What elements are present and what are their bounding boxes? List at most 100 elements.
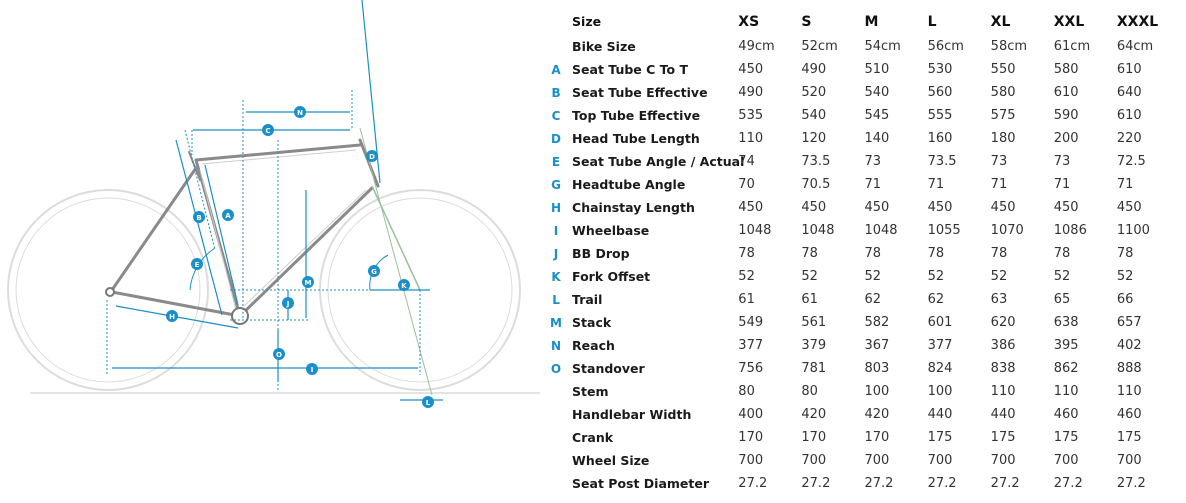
table-row: B Seat Tube Effective 490 520 540 560 580 610 64…: [540, 81, 1180, 104]
row-letter: [540, 449, 572, 472]
table-row: O Standover 756 781 803 824 838 862 888: [540, 357, 1180, 380]
row-value: 65: [1053, 292, 1071, 307]
marker-o: O: [273, 348, 285, 360]
row-value: 540: [801, 108, 827, 123]
rear-wheel: [7, 189, 209, 391]
row-label: Handlebar Width: [572, 407, 692, 422]
row-value: 62: [864, 292, 882, 307]
row-value: 460: [1116, 407, 1142, 422]
marker-n: N: [294, 106, 306, 118]
svg-text:O: O: [276, 351, 282, 359]
table-row: C Top Tube Effective 535 540 545 555 575 590 610: [540, 104, 1180, 127]
row-value: 175: [1053, 430, 1079, 445]
row-value: 61: [738, 292, 755, 307]
row-value: 580: [990, 85, 1016, 100]
row-value: 550: [990, 62, 1016, 77]
row-letter: [540, 380, 572, 403]
row-value: 700: [1116, 453, 1142, 468]
table-row: D Head Tube Length 110 120 140 160 180 200 220: [540, 127, 1180, 150]
marker-h: H: [166, 310, 178, 322]
row-value: 52cm: [801, 39, 838, 54]
row-letter: A: [551, 62, 561, 77]
row-value: 73: [1053, 154, 1071, 169]
row-label: Seat Post Diameter: [572, 476, 710, 491]
row-value: 71: [1116, 177, 1134, 192]
row-label: Stack: [572, 315, 612, 330]
row-label: Chainstay Length: [572, 200, 695, 215]
row-value: 73: [990, 154, 1008, 169]
row-letter: M: [550, 315, 562, 330]
row-letter: [540, 472, 572, 495]
row-value: 450: [990, 200, 1016, 215]
row-label: Reach: [572, 338, 615, 353]
row-letter: N: [551, 338, 562, 353]
marker-a: A: [222, 209, 234, 221]
size-header: S: [801, 13, 812, 30]
row-value: 54cm: [864, 39, 901, 54]
row-value: 56cm: [927, 39, 964, 54]
row-value: 700: [927, 453, 953, 468]
row-value: 27.2: [801, 476, 831, 491]
row-value: 66: [1116, 292, 1134, 307]
row-value: 70: [738, 177, 755, 192]
row-value: 58cm: [990, 39, 1028, 54]
row-value: 80: [738, 384, 755, 399]
bike-geometry-diagram: N C D B A E M G K J H O I L: [7, 0, 540, 408]
row-value: 450: [801, 200, 827, 215]
row-value: 72.5: [1116, 154, 1146, 169]
marker-g: G: [368, 265, 380, 277]
row-value: 170: [738, 430, 764, 445]
svg-text:I: I: [311, 366, 314, 374]
table-row: Wheel Size 700 700 700 700 700 700 700: [540, 449, 1180, 472]
size-header: L: [927, 13, 937, 30]
row-label: BB Drop: [572, 246, 630, 261]
row-value: 535: [738, 108, 764, 123]
row-value: 450: [738, 200, 764, 215]
row-value: 100: [927, 384, 953, 399]
row-value: 450: [864, 200, 890, 215]
row-value: 700: [801, 453, 827, 468]
svg-text:A: A: [225, 212, 231, 220]
row-value: 71: [1053, 177, 1071, 192]
table-header-row: Size XS S M L XL XXL XXXL: [540, 8, 1180, 35]
svg-text:C: C: [265, 127, 270, 135]
table-row: E Seat Tube Angle / Actual 74 73.5 73 73.5 73 7…: [540, 150, 1180, 173]
row-value: 450: [738, 62, 764, 77]
size-header: XL: [990, 13, 1011, 30]
svg-text:H: H: [169, 313, 175, 321]
header-label: Size: [572, 14, 602, 29]
row-value: 175: [990, 430, 1016, 445]
row-value: 180: [990, 131, 1016, 146]
row-letter: G: [551, 177, 561, 192]
row-letter: J: [553, 246, 559, 261]
svg-text:B: B: [196, 214, 201, 222]
letter-cell: [540, 8, 572, 35]
row-value: 450: [1053, 200, 1079, 215]
row-value: 61: [801, 292, 818, 307]
bike-frame-inner: [199, 149, 367, 311]
row-value: 377: [738, 338, 764, 353]
row-letter: H: [551, 200, 562, 215]
row-value: 561: [801, 315, 827, 330]
row-value: 580: [1053, 62, 1079, 77]
row-value: 80: [801, 384, 818, 399]
row-value: 490: [738, 85, 764, 100]
row-value: 560: [927, 85, 953, 100]
row-value: 1086: [1053, 223, 1087, 238]
row-value: 110: [990, 384, 1016, 399]
row-value: 367: [864, 338, 890, 353]
row-value: 170: [864, 430, 890, 445]
row-value: 71: [990, 177, 1008, 192]
row-value: 700: [738, 453, 764, 468]
row-value: 27.2: [927, 476, 957, 491]
row-value: 110: [1116, 384, 1142, 399]
row-value: 379: [801, 338, 827, 353]
svg-text:N: N: [297, 109, 303, 117]
row-value: 377: [927, 338, 953, 353]
row-letter: D: [551, 131, 561, 146]
row-value: 1055: [927, 223, 961, 238]
table-row: Seat Post Diameter 27.2 27.2 27.2 27.2 27.2 27…: [540, 472, 1180, 495]
row-value: 61cm: [1053, 39, 1091, 54]
row-letter: [540, 426, 572, 449]
table-row: N Reach 377 379 367 377 386 395 402: [540, 334, 1180, 357]
